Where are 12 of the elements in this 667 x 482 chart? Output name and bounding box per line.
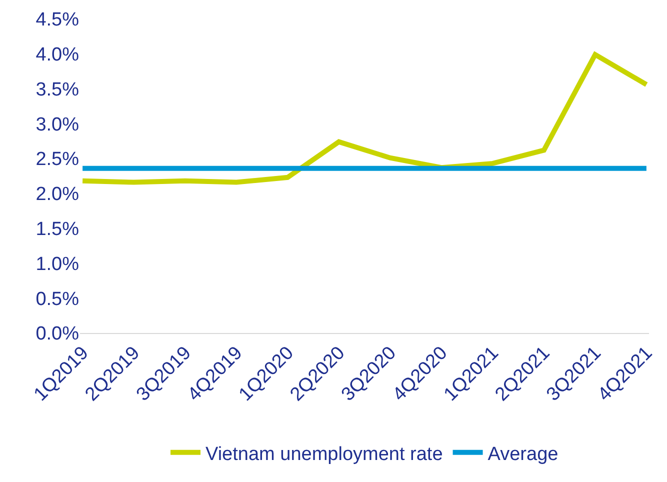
y-tick-label: 1.0% bbox=[36, 254, 80, 275]
legend-label: Vietnam unemployment rate bbox=[206, 444, 443, 465]
y-tick-label: 4.0% bbox=[36, 44, 80, 66]
y-tick-label: 2.5% bbox=[36, 149, 80, 170]
y-tick-label: 0.5% bbox=[36, 288, 80, 310]
y-tick-label: 3.5% bbox=[36, 79, 80, 100]
y-tick-label: 0.0% bbox=[36, 324, 80, 345]
y-tick-label: 1.5% bbox=[36, 218, 80, 240]
y-tick-label: 2.0% bbox=[36, 184, 80, 206]
legend-label: Average bbox=[488, 444, 558, 465]
y-tick-label: 3.0% bbox=[36, 114, 80, 136]
y-tick-label: 4.5% bbox=[36, 10, 80, 31]
